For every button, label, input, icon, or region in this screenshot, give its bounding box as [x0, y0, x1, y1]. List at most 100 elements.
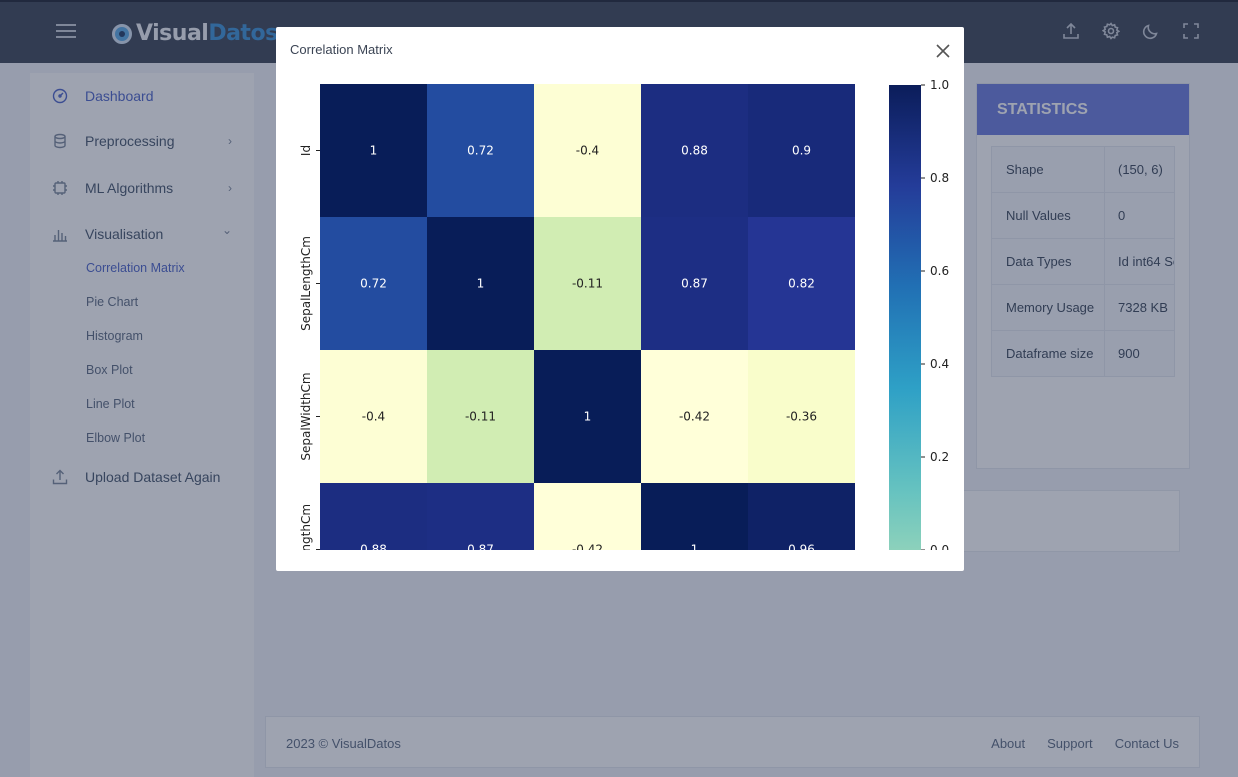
- heatmap-cell: [320, 217, 427, 350]
- chevron-right-icon: ›: [228, 134, 232, 148]
- correlation-matrix-modal: Correlation Matrix 1 0.72 -0.4 0.88 0.9 0.72 1…: [276, 27, 964, 571]
- bar-chart-icon: [52, 226, 68, 242]
- table-row: Memory Usage 7328 KB: [991, 284, 1175, 331]
- sidebar-item-visualisation[interactable]: Visualisation ⌄: [52, 223, 232, 242]
- heatmap-cell: [320, 350, 427, 483]
- footer-link-support[interactable]: Support: [1047, 736, 1093, 751]
- stat-value: (150, 6): [1104, 146, 1175, 193]
- heatmap-cell: [641, 350, 748, 483]
- heatmap-cell: [641, 84, 748, 217]
- heatmap-cell: [748, 350, 855, 483]
- subnav-correlation-matrix[interactable]: Correlation Matrix: [86, 261, 185, 275]
- brand-name-part2: Datos: [208, 21, 278, 46]
- stat-key: Data Types: [991, 238, 1105, 285]
- y-tick-label: SepalWidthCm: [299, 372, 313, 460]
- heatmap-cell: [534, 84, 641, 217]
- heatmap-cell: [427, 350, 534, 483]
- chevron-down-icon: ⌄: [221, 223, 232, 237]
- heatmap-cell: [427, 217, 534, 350]
- subnav-pie-chart[interactable]: Pie Chart: [86, 295, 139, 309]
- heatmap-cell-label: 1: [370, 144, 378, 158]
- colorbar-tick-label: 0.4: [930, 357, 949, 371]
- colorbar-tick-label: 1.0: [930, 78, 949, 92]
- sidebar-item-preprocessing[interactable]: Preprocessing ›: [52, 133, 232, 149]
- heatmap-cell-label: -0.4: [576, 144, 599, 158]
- statistics-table: Shape (150, 6) Null Values 0 Data Types Id …: [991, 146, 1175, 377]
- heatmap-cell-label: 0.96: [788, 543, 815, 551]
- heatmap-cell-label: -0.42: [572, 543, 603, 551]
- cpu-icon: [52, 180, 68, 196]
- colorbar-tick-label: 0.6: [930, 264, 949, 278]
- heatmap-cell: [748, 483, 855, 550]
- close-icon[interactable]: [932, 40, 954, 62]
- upload-icon[interactable]: [1062, 22, 1080, 40]
- dashboard-icon: [52, 88, 68, 104]
- colorbar-tick-label: 0.2: [930, 450, 949, 464]
- heatmap-cell-label: 0.9: [792, 144, 811, 158]
- sidebar-item-ml-algorithms[interactable]: ML Algorithms ›: [52, 180, 232, 196]
- heatmap-cell: [320, 483, 427, 550]
- heatmap-cell-label: 0.88: [360, 543, 387, 551]
- heatmap-cell-label: -0.42: [679, 410, 710, 424]
- sidebar-item-label: Upload Dataset Again: [85, 469, 221, 485]
- table-row: Dataframe size 900: [991, 330, 1175, 377]
- heatmap-viewport[interactable]: 1 0.72 -0.4 0.88 0.9 0.72 1 -0.11 0.87 0.82 -0.4 -0…: [276, 77, 964, 550]
- moon-icon[interactable]: [1142, 22, 1160, 40]
- subnav-elbow-plot[interactable]: Elbow Plot: [86, 431, 146, 445]
- y-tick-label: PetalLengthCm: [299, 504, 313, 550]
- sidebar-item-label: Dashboard: [85, 88, 154, 104]
- subnav-histogram[interactable]: Histogram: [86, 329, 143, 343]
- database-icon: [52, 133, 68, 149]
- chevron-right-icon: ›: [228, 181, 232, 195]
- stat-key: Memory Usage: [991, 284, 1105, 331]
- heatmap-cell-label: 0.88: [681, 144, 708, 158]
- stat-key: Null Values: [991, 192, 1105, 239]
- heatmap-cell: [641, 483, 748, 550]
- statistics-title: STATISTICS: [977, 84, 1189, 135]
- heatmap-cell-label: -0.11: [572, 277, 603, 291]
- heatmap-cell: [748, 217, 855, 350]
- heatmap-cell-label: 0.72: [360, 277, 387, 291]
- subnav-box-plot[interactable]: Box Plot: [86, 363, 133, 377]
- heatmap-cell: [320, 84, 427, 217]
- subnav-line-plot[interactable]: Line Plot: [86, 397, 135, 411]
- heatmap-cell-label: 1: [477, 277, 485, 291]
- statistics-card: STATISTICS Shape (150, 6) Null Values 0 Da…: [976, 83, 1190, 469]
- stat-value: 7328 KB: [1104, 284, 1175, 331]
- heatmap-cell-label: 1: [691, 543, 699, 551]
- heatmap-cell-label: 0.87: [467, 543, 494, 551]
- stat-value: 0: [1104, 192, 1175, 239]
- sidebar-item-label: Preprocessing: [85, 133, 175, 149]
- heatmap-cell: [427, 84, 534, 217]
- stat-key: Shape: [991, 146, 1105, 193]
- stat-key: Dataframe size: [991, 330, 1105, 377]
- table-row: Shape (150, 6): [991, 146, 1175, 193]
- sidebar: Dashboard Preprocessing › ML Algorithms …: [30, 73, 254, 777]
- brand-logo[interactable]: VisualDatos: [112, 21, 278, 46]
- heatmap-cell: [534, 217, 641, 350]
- fullscreen-icon[interactable]: [1182, 22, 1200, 40]
- footer-link-about[interactable]: About: [991, 736, 1026, 751]
- sidebar-item-upload-dataset[interactable]: Upload Dataset Again: [52, 469, 232, 485]
- heatmap-cell: [534, 350, 641, 483]
- upload-icon: [52, 469, 68, 485]
- heatmap-cell-label: 1: [584, 410, 592, 424]
- sidebar-item-label: ML Algorithms: [85, 180, 174, 196]
- heatmap-cell-label: -0.36: [786, 410, 817, 424]
- modal-title: Correlation Matrix: [290, 42, 393, 57]
- table-row: Null Values 0: [991, 192, 1175, 239]
- sidebar-item-label: Visualisation: [85, 226, 164, 242]
- heatmap-cell-label: -0.4: [362, 410, 385, 424]
- footer-copyright: 2023 © VisualDatos: [286, 736, 401, 751]
- footer: 2023 © VisualDatos About Support Contact…: [265, 716, 1200, 768]
- sidebar-item-dashboard[interactable]: Dashboard: [52, 88, 232, 104]
- brand-eye-icon: [112, 23, 132, 44]
- heatmap-cell: [427, 483, 534, 550]
- heatmap-cell-label: 0.72: [467, 144, 494, 158]
- correlation-heatmap: 1 0.72 -0.4 0.88 0.9 0.72 1 -0.11 0.87 0.82 -0.4 -0…: [299, 78, 949, 551]
- colorbar-tick-label: 0.8: [930, 171, 949, 185]
- footer-link-contact[interactable]: Contact Us: [1114, 736, 1179, 751]
- menu-toggle-icon[interactable]: [56, 24, 76, 40]
- gear-icon[interactable]: [1101, 22, 1121, 40]
- heatmap-cell: [641, 217, 748, 350]
